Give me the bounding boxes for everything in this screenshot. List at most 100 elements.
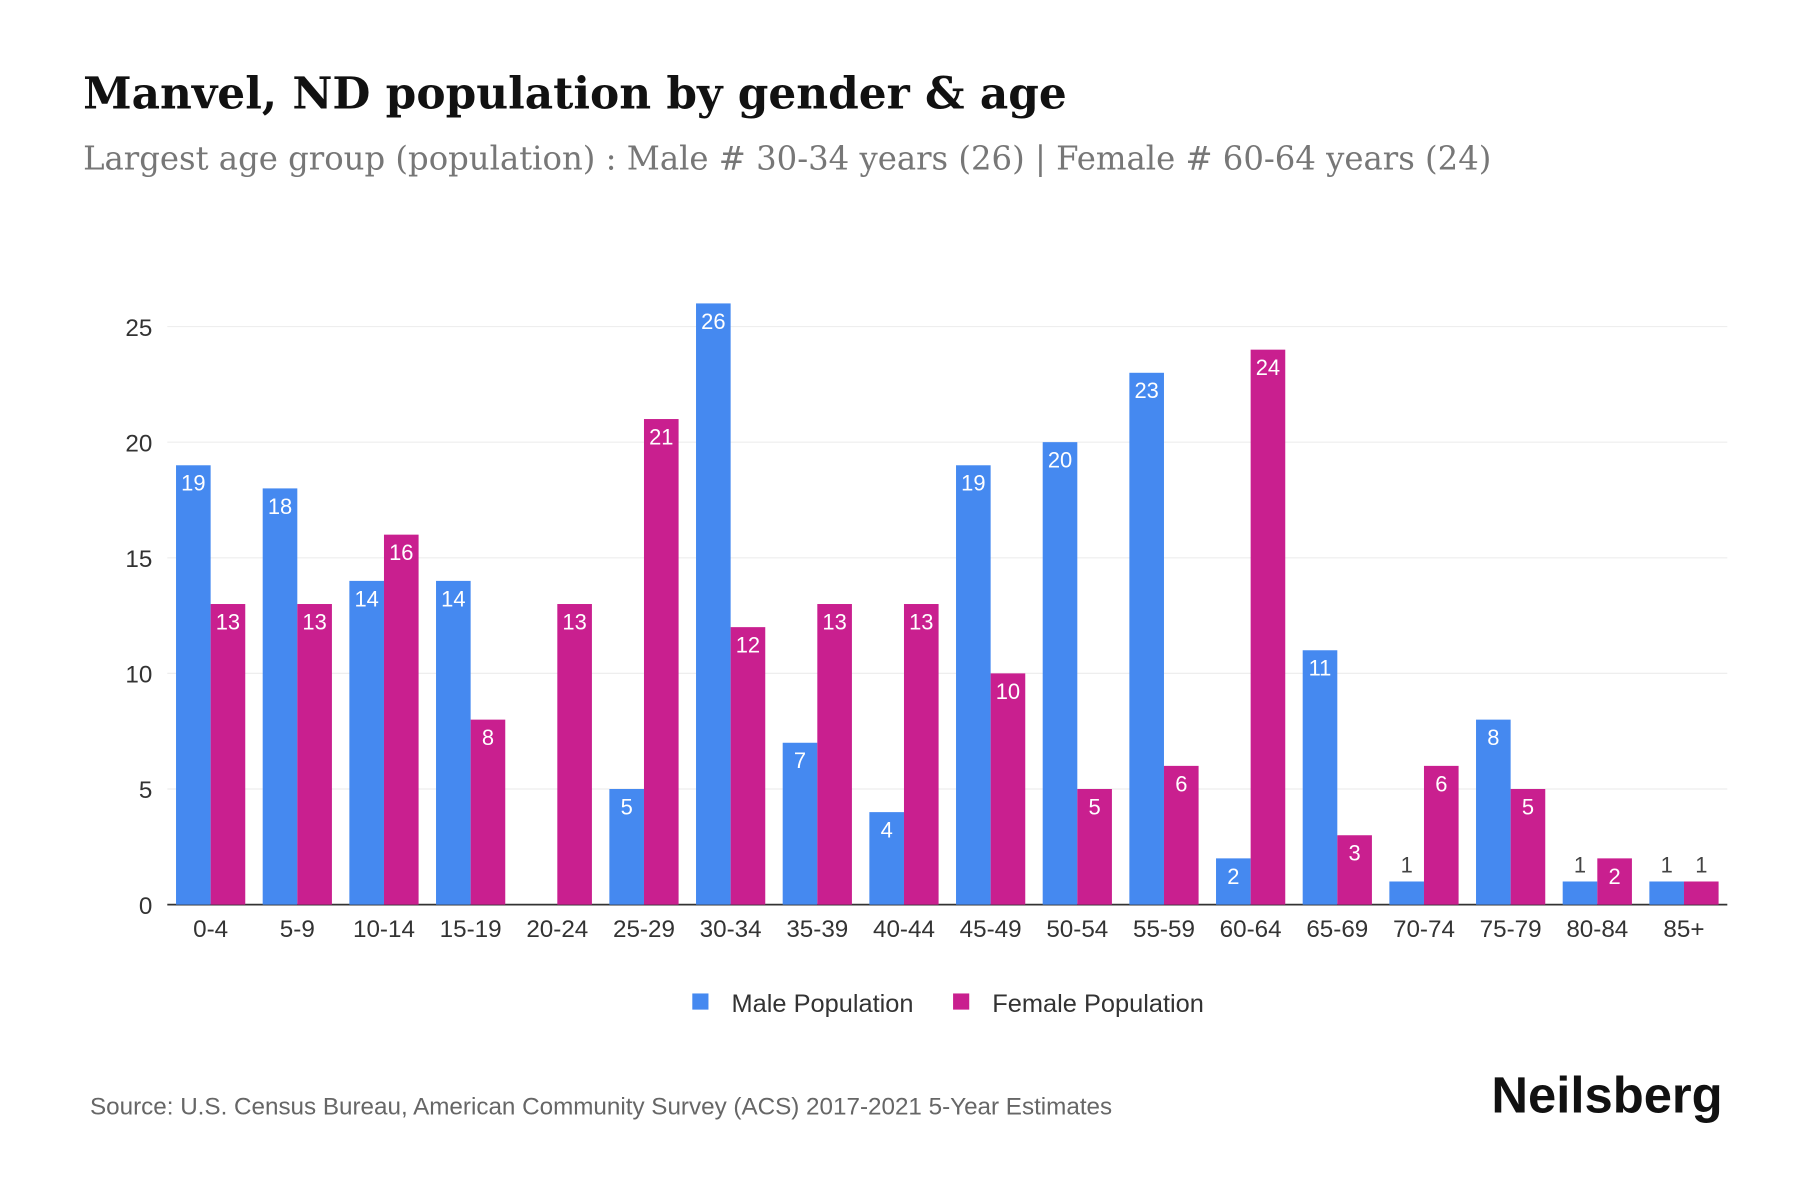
bar-female (817, 604, 852, 905)
bar-male (1302, 650, 1338, 905)
data-label: 8 (1487, 725, 1499, 750)
bar-female (297, 604, 332, 905)
x-tick-label: 0-4 (193, 916, 228, 943)
data-label: 1 (1695, 852, 1707, 877)
data-label: 11 (1309, 656, 1332, 681)
bar-male (956, 465, 991, 905)
bar-male (349, 580, 384, 905)
data-label: 1 (1661, 852, 1673, 877)
x-tick-label: 85+ (1663, 916, 1704, 943)
data-label: 2 (1609, 864, 1621, 889)
bar-male (176, 465, 211, 905)
data-label: 24 (1256, 355, 1280, 380)
y-tick-label: 0 (139, 893, 152, 920)
bar-male (1476, 719, 1511, 905)
bar-male (262, 488, 298, 905)
x-tick-label: 55-59 (1133, 916, 1195, 943)
x-tick-label: 60-64 (1220, 916, 1282, 943)
data-label: 8 (482, 725, 494, 750)
bar-female (470, 719, 506, 905)
legend-male: Male Population (732, 990, 914, 1018)
data-label: 12 (736, 633, 760, 658)
data-label: 1 (1401, 852, 1413, 877)
x-tick-label: 50-54 (1046, 916, 1108, 943)
x-tick-label: 70-74 (1393, 916, 1455, 943)
data-label: 2 (1227, 864, 1239, 889)
x-tick-label: 40-44 (873, 916, 935, 943)
x-tick-label: 5-9 (280, 916, 315, 943)
y-tick-label: 15 (125, 546, 152, 573)
data-label: 13 (562, 609, 586, 634)
data-label: 5 (1089, 794, 1101, 819)
bar-male (782, 742, 818, 905)
x-tick-label: 10-14 (353, 916, 415, 943)
bar-male (1042, 442, 1078, 905)
y-tick-label: 10 (125, 662, 152, 689)
y-tick-label: 25 (125, 315, 152, 342)
data-label: 6 (1175, 771, 1187, 796)
x-tick-label: 35-39 (786, 916, 848, 943)
legend-female: Female Population (992, 990, 1204, 1018)
source-note: Source: U.S. Census Bureau, American Com… (90, 1094, 1112, 1121)
bar-female (557, 604, 592, 905)
bar-female (1423, 765, 1459, 905)
data-label: 13 (302, 609, 326, 634)
bar-female (383, 534, 419, 905)
chart-subtitle: Largest age group (population) : Male # … (83, 140, 1491, 178)
data-label: 4 (881, 818, 893, 843)
bar-female (990, 673, 1026, 905)
bar-male (1129, 372, 1164, 905)
x-tick-label: 75-79 (1480, 916, 1542, 943)
legend: Male Population Female Population (692, 990, 1204, 1018)
bar-male (1216, 858, 1251, 905)
data-label: 19 (961, 471, 985, 496)
legend-swatch-male (692, 993, 709, 1010)
x-tick-label: 25-29 (613, 916, 675, 943)
data-label: 6 (1435, 771, 1447, 796)
x-axis: 0-4 5-9 10-14 15-19 20-24 25-29 30-34 35-39 40-4… (193, 916, 1704, 943)
bar-male (1562, 881, 1598, 905)
y-tick-label: 20 (125, 430, 152, 457)
data-label: 10 (996, 679, 1020, 704)
data-label: 5 (1522, 794, 1534, 819)
bar-female (1337, 835, 1372, 905)
x-tick-label: 30-34 (700, 916, 762, 943)
data-label: 7 (794, 748, 806, 773)
bar-female (730, 627, 766, 905)
data-label: 5 (621, 794, 633, 819)
bar-male (609, 789, 644, 905)
neilsberg-logo: Neilsberg (1491, 1066, 1722, 1123)
data-label: 23 (1134, 378, 1158, 403)
data-label: 3 (1349, 841, 1361, 866)
data-label: 18 (268, 494, 292, 519)
bar-female (1163, 765, 1199, 905)
x-tick-label: 15-19 (440, 916, 502, 943)
bar-male (696, 303, 731, 905)
x-tick-label: 45-49 (960, 916, 1022, 943)
data-label: 14 (441, 586, 465, 611)
data-label: 20 (1048, 448, 1072, 473)
data-label: 1 (1574, 852, 1586, 877)
bar-female (1597, 858, 1632, 905)
bar-male (869, 812, 904, 905)
data-label: 16 (389, 540, 413, 565)
bar-female (1510, 789, 1546, 905)
x-tick-label: 80-84 (1566, 916, 1628, 943)
x-tick-label: 20-24 (526, 916, 588, 943)
bar-male (1389, 881, 1424, 905)
bar-female (903, 604, 939, 905)
bar-male (1649, 881, 1684, 905)
data-label: 13 (216, 609, 240, 634)
y-tick-label: 5 (139, 777, 152, 804)
bar-male (436, 580, 471, 905)
data-label: 14 (354, 586, 378, 611)
data-label: 13 (909, 609, 933, 634)
bar-female (1683, 881, 1719, 905)
bar-female (1077, 789, 1112, 905)
legend-swatch-female (953, 993, 970, 1010)
data-label: 26 (701, 309, 725, 334)
bar-female (210, 604, 246, 905)
bars: 1913181314161481352126127134131910205236… (176, 303, 1719, 905)
y-axis: 0 5 10 15 20 25 (125, 315, 152, 920)
